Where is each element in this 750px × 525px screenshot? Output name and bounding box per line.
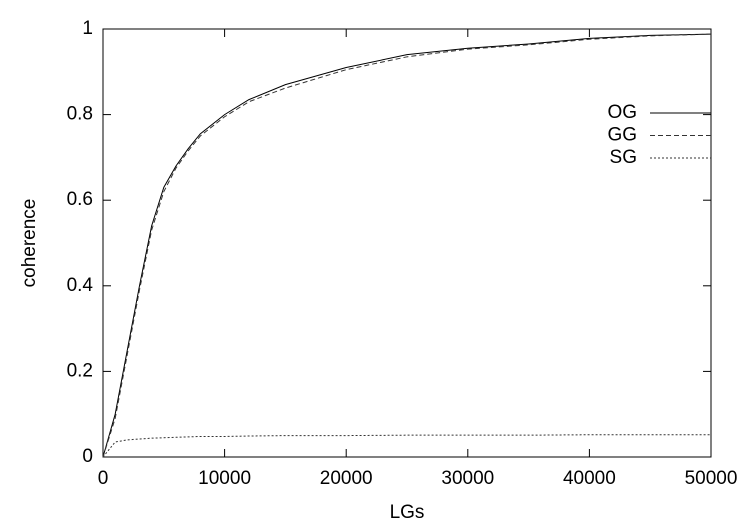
y-tick-label: 1: [82, 18, 93, 39]
series-line: [102, 33, 712, 458]
x-tick-label: 40000: [563, 468, 616, 489]
series-line: [102, 33, 712, 458]
x-tick-label: 0: [98, 468, 109, 489]
x-tick-label: 50000: [685, 468, 738, 489]
y-axis-label: coherence: [19, 199, 40, 288]
y-tick-label: 0.8: [67, 104, 93, 125]
x-axis-label: LGs: [390, 502, 425, 523]
plot-frame: [102, 28, 712, 458]
x-tick-label: 30000: [441, 468, 494, 489]
legend-label: GG: [607, 125, 637, 146]
y-tick-label: 0: [82, 446, 93, 467]
legend-label: OG: [607, 102, 637, 123]
y-tick-label: 0.6: [67, 189, 93, 210]
y-tick-label: 0.2: [67, 360, 93, 381]
x-tick-label: 20000: [320, 468, 373, 489]
legend-label: SG: [610, 147, 637, 168]
series-line: [102, 434, 711, 458]
x-tick-label: 10000: [198, 468, 251, 489]
y-tick-label: 0.4: [67, 275, 94, 296]
